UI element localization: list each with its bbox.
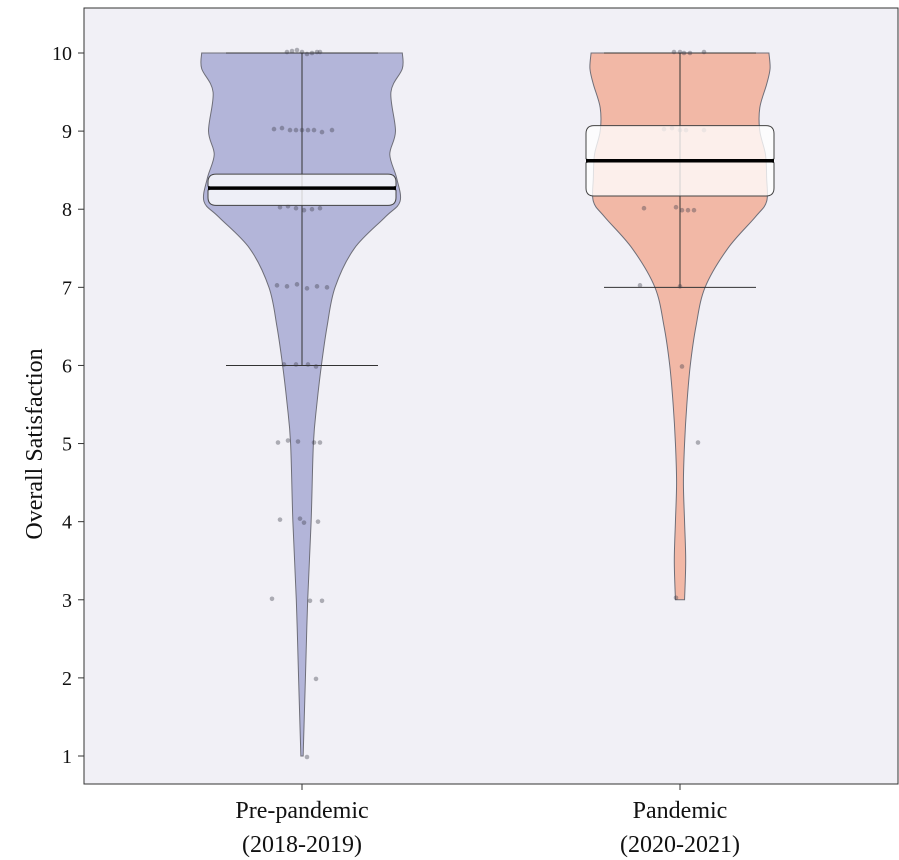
y-tick-label: 7 bbox=[62, 277, 72, 299]
data-point bbox=[279, 125, 285, 131]
data-point bbox=[275, 440, 281, 445]
data-point bbox=[304, 754, 310, 760]
data-point bbox=[299, 49, 305, 55]
data-point bbox=[695, 440, 701, 445]
data-point bbox=[301, 207, 307, 213]
x-tick-label: Pandemic bbox=[633, 798, 728, 824]
data-point bbox=[274, 283, 280, 288]
y-tick-label: 10 bbox=[52, 43, 72, 65]
data-point bbox=[304, 51, 310, 57]
data-point bbox=[271, 126, 277, 132]
data-point bbox=[319, 129, 325, 135]
data-point bbox=[295, 439, 301, 444]
violin-group bbox=[200, 47, 404, 760]
y-tick-label: 1 bbox=[62, 746, 72, 768]
data-point bbox=[297, 516, 303, 521]
data-point bbox=[329, 127, 335, 133]
data-point bbox=[681, 50, 687, 56]
x-axis-ticks: Pre-pandemic (2018-2019) Pandemic (2020-202… bbox=[235, 784, 740, 858]
y-tick-label: 4 bbox=[62, 512, 72, 534]
data-point bbox=[677, 284, 683, 289]
violin-group bbox=[585, 49, 775, 601]
data-point bbox=[687, 50, 693, 56]
data-point bbox=[319, 598, 325, 604]
data-point bbox=[311, 127, 317, 133]
data-point bbox=[679, 207, 685, 213]
y-tick-label: 9 bbox=[62, 121, 72, 143]
data-point bbox=[294, 47, 300, 53]
data-point bbox=[289, 48, 295, 54]
data-point bbox=[637, 283, 643, 288]
data-point bbox=[304, 286, 310, 291]
data-point bbox=[293, 362, 299, 367]
data-point bbox=[314, 284, 320, 289]
data-point bbox=[317, 49, 323, 55]
data-point bbox=[277, 204, 283, 210]
x-tick-sublabel: (2020-2021) bbox=[620, 832, 740, 858]
data-point bbox=[284, 284, 290, 289]
data-point bbox=[315, 519, 321, 524]
data-point bbox=[641, 205, 647, 211]
data-point bbox=[305, 127, 311, 133]
y-tick-label: 6 bbox=[62, 355, 72, 377]
data-point bbox=[677, 49, 683, 55]
plot-area bbox=[83, 7, 899, 785]
data-point bbox=[284, 49, 290, 55]
y-tick-label: 8 bbox=[62, 199, 72, 221]
y-axis-ticks: 1 2 3 4 5 6 7 8 9 10 bbox=[52, 43, 84, 768]
y-tick-label: 2 bbox=[62, 668, 72, 690]
data-point bbox=[281, 362, 287, 367]
data-point bbox=[301, 520, 307, 525]
violins bbox=[200, 47, 775, 760]
y-tick-label: 3 bbox=[62, 590, 72, 612]
data-point bbox=[317, 205, 323, 211]
data-point bbox=[269, 596, 275, 602]
data-point bbox=[317, 440, 323, 445]
data-point bbox=[313, 364, 319, 369]
data-point bbox=[309, 206, 315, 212]
data-point bbox=[309, 50, 315, 56]
data-point bbox=[277, 517, 283, 522]
data-point bbox=[671, 49, 677, 55]
data-point bbox=[293, 205, 299, 211]
data-point bbox=[305, 362, 311, 367]
data-point bbox=[285, 438, 291, 443]
data-point bbox=[287, 127, 293, 133]
y-axis-title: Overall Satisfaction bbox=[22, 348, 48, 539]
data-point bbox=[673, 595, 679, 601]
data-point bbox=[313, 676, 319, 682]
data-point bbox=[294, 282, 300, 287]
data-point bbox=[324, 285, 330, 290]
x-tick-label: Pre-pandemic bbox=[235, 798, 368, 824]
data-point bbox=[307, 598, 313, 604]
data-point bbox=[311, 440, 317, 445]
data-point bbox=[679, 364, 685, 369]
data-point bbox=[673, 204, 679, 210]
data-point bbox=[314, 49, 320, 55]
violin-body bbox=[200, 52, 404, 757]
x-tick-sublabel: (2018-2019) bbox=[242, 832, 362, 858]
data-point bbox=[293, 127, 299, 133]
data-point bbox=[685, 207, 691, 213]
data-point bbox=[299, 127, 305, 133]
y-tick-label: 5 bbox=[62, 434, 72, 456]
data-point bbox=[701, 49, 707, 55]
data-point bbox=[691, 207, 697, 213]
